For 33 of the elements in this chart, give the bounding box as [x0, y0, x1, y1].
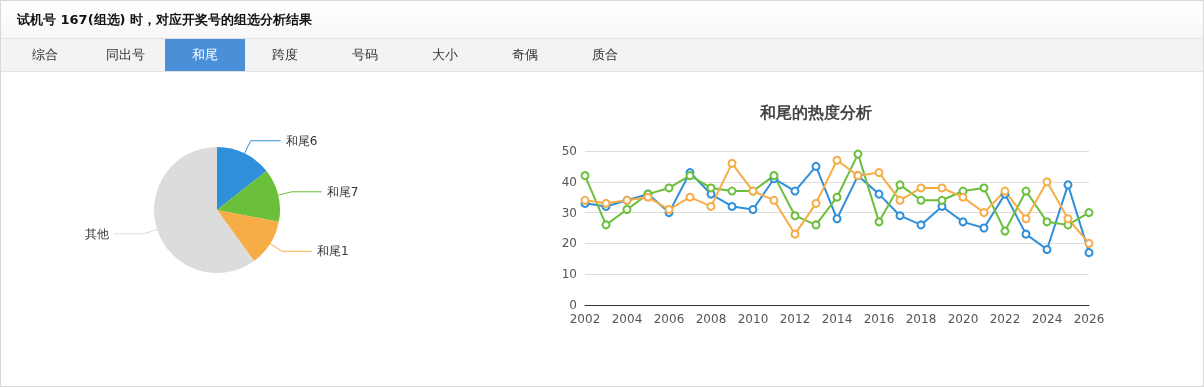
y-tick-label: 0	[569, 298, 577, 312]
slice-label: 和尾6	[285, 133, 318, 148]
text: 跨度	[271, 46, 299, 64]
text: 和尾	[165, 39, 245, 71]
text: 综合	[31, 46, 59, 64]
y-tick-label: 40	[561, 174, 577, 189]
x-tick-label: 2010	[737, 312, 769, 326]
x-tick-label: 2012	[779, 312, 811, 326]
text: 奇偶	[511, 46, 539, 64]
text: 同出号	[104, 46, 146, 64]
text: 质合	[591, 46, 619, 64]
x-tick-label: 2004	[611, 312, 643, 326]
x-tick-label: 2026	[1073, 312, 1105, 326]
x-tick-label: 2014	[821, 312, 853, 326]
text: 号码	[351, 46, 379, 64]
text: 大小	[431, 46, 459, 64]
x-tick-label: 2016	[863, 312, 895, 326]
y-tick-label: 20	[561, 236, 577, 251]
text: 试机号 167(组选) 时，对应开奖号的组选分析结果	[1, 1, 1203, 39]
slice-label: 其他	[84, 226, 109, 241]
x-tick-label: 2022	[989, 312, 1021, 326]
y-tick-label: 10	[561, 267, 577, 282]
y-tick-label: 30	[561, 205, 577, 220]
x-tick-label: 2006	[653, 312, 685, 326]
x-tick-label: 2020	[947, 312, 979, 326]
x-tick-label: 2008	[695, 312, 727, 326]
chart-title: 和尾的热度分析	[759, 102, 872, 122]
slice-label: 和尾1	[317, 244, 349, 259]
x-tick-label: 2024	[1031, 312, 1063, 326]
x-tick-label: 2002	[569, 312, 601, 326]
slice-label: 和尾7	[326, 184, 359, 199]
x-tick-label: 2018	[905, 312, 937, 326]
y-tick-label: 50	[561, 144, 577, 158]
